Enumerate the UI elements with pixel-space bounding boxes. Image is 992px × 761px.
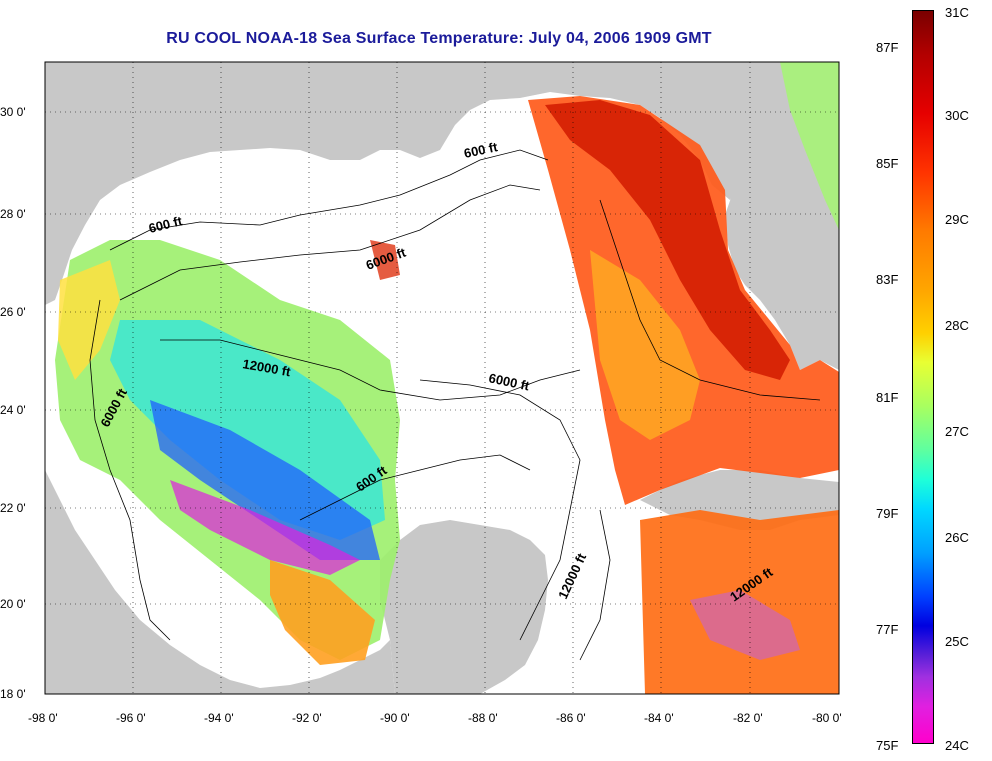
lat-tick-label: 28 0' bbox=[0, 207, 26, 221]
sst-southwest-orange bbox=[270, 560, 375, 665]
celsius-label: 28C bbox=[945, 318, 969, 333]
lon-tick-label: -86 0' bbox=[556, 711, 586, 725]
sst-map: 600 ft 600 ft 6000 ft 12000 ft 6000 ft 6… bbox=[0, 61, 842, 725]
lon-tick-label: -98 0' bbox=[28, 711, 58, 725]
lon-tick-label: -88 0' bbox=[468, 711, 498, 725]
lat-tick-label: 22 0' bbox=[0, 501, 26, 515]
lon-tick-label: -96 0' bbox=[116, 711, 146, 725]
sst-east-swath bbox=[528, 96, 839, 505]
contour-600ft-yucatan bbox=[299, 454, 531, 521]
celsius-label: 24C bbox=[945, 738, 969, 753]
sst-west-magenta bbox=[170, 480, 360, 575]
lon-axis: -98 0' -96 0' -94 0' -92 0' -90 0' -88 0… bbox=[28, 711, 842, 725]
lat-tick-label: 18 0' bbox=[0, 687, 26, 701]
celsius-label: 25C bbox=[945, 634, 969, 649]
contour-12000ft-caribbean bbox=[579, 509, 611, 661]
lat-tick-label: 30 0' bbox=[0, 105, 26, 119]
celsius-label: 27C bbox=[945, 424, 969, 439]
contour-600ft bbox=[109, 149, 549, 251]
us-gulf-coast-land bbox=[45, 62, 780, 305]
mexico-west-land bbox=[45, 470, 395, 694]
fahrenheit-label: 81F bbox=[876, 390, 899, 405]
lon-tick-label: -90 0' bbox=[380, 711, 410, 725]
contour-6000ft-north bbox=[119, 184, 541, 301]
contour-florida-shelf bbox=[599, 199, 821, 401]
yucatan-land bbox=[380, 520, 548, 694]
celsius-label: 26C bbox=[945, 530, 969, 545]
lon-tick-label: -92 0' bbox=[292, 711, 322, 725]
lat-tick-label: 26 0' bbox=[0, 305, 26, 319]
fahrenheit-label: 83F bbox=[876, 272, 899, 287]
sst-caribbean-cool bbox=[690, 590, 800, 660]
lat-tick-label: 20 0' bbox=[0, 597, 26, 611]
fahrenheit-label: 87F bbox=[876, 40, 899, 55]
celsius-label: 31C bbox=[945, 5, 969, 20]
contour-6000ft-east bbox=[419, 379, 581, 641]
lon-tick-label: -94 0' bbox=[204, 711, 234, 725]
map-title: RU COOL NOAA-18 Sea Surface Temperature:… bbox=[166, 30, 712, 47]
fahrenheit-label: 79F bbox=[876, 506, 899, 521]
sst-west-yellow bbox=[58, 260, 120, 380]
temperature-colorbar bbox=[912, 10, 934, 744]
fahrenheit-label: 77F bbox=[876, 622, 899, 637]
plot-frame bbox=[44, 61, 840, 695]
sst-atlantic-east bbox=[780, 62, 839, 230]
sst-loop-current-patch bbox=[370, 240, 400, 280]
sst-east-hot-core bbox=[545, 100, 790, 380]
celsius-label: 30C bbox=[945, 108, 969, 123]
grid-lines bbox=[45, 62, 839, 694]
fahrenheit-label: 75F bbox=[876, 738, 899, 753]
lon-tick-label: -84 0' bbox=[644, 711, 674, 725]
fahrenheit-label: 85F bbox=[876, 156, 899, 171]
sst-west-blue bbox=[150, 400, 380, 560]
lat-axis: 30 0' 28 0' 26 0' 24 0' 22 0' 20 0' 18 0… bbox=[0, 105, 26, 701]
contour-6000ft-west bbox=[89, 299, 171, 641]
contour-label: 600 ft bbox=[463, 139, 500, 161]
lat-tick-label: 24 0' bbox=[0, 403, 26, 417]
sst-east-warm-streak bbox=[590, 250, 700, 440]
celsius-label: 29C bbox=[945, 212, 969, 227]
lon-tick-label: -82 0' bbox=[733, 711, 763, 725]
contour-12000ft bbox=[160, 339, 581, 401]
lon-tick-label: -80 0' bbox=[812, 711, 842, 725]
